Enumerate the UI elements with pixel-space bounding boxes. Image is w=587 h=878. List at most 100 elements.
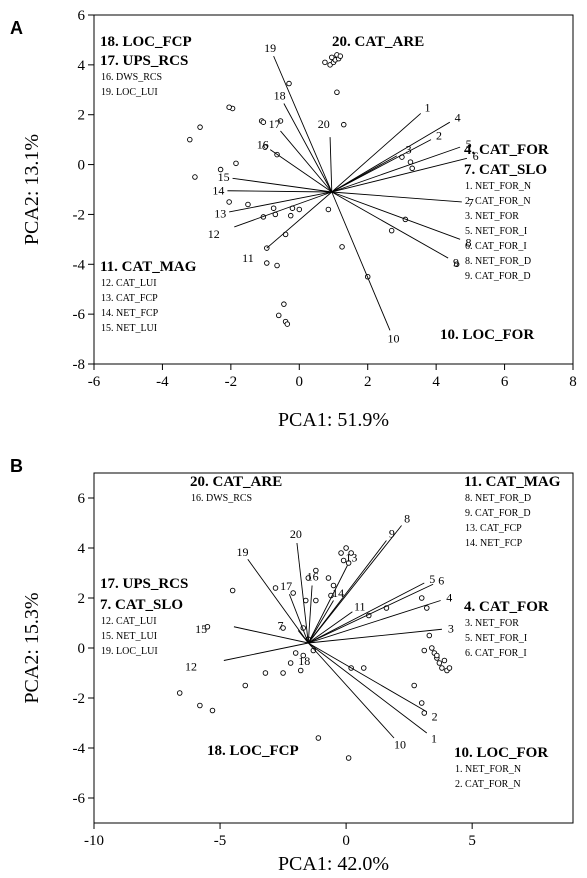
group-item: 13. CAT_FCP (101, 293, 158, 304)
panel-letter: A (10, 18, 23, 38)
y-tick-label: -4 (73, 741, 86, 757)
y-tick-label: 4 (78, 58, 86, 74)
data-point (453, 261, 460, 268)
vector-label-17: 17 (269, 117, 281, 131)
group-title: 11. CAT_MAG (464, 474, 561, 490)
data-point (274, 262, 280, 269)
data-point (226, 104, 232, 110)
x-tick-label: 0 (342, 833, 350, 849)
data-point (260, 119, 267, 125)
data-point (233, 160, 239, 167)
y-tick-label: -8 (73, 357, 86, 373)
x-axis-label: PCA1: 51.9% (278, 409, 389, 431)
group-item: 6. CAT_FOR_I (465, 241, 527, 252)
data-point (303, 597, 309, 604)
loading-vector-14 (227, 190, 332, 193)
loading-vector-19 (273, 55, 333, 193)
group-item: 3. NET_FOR (465, 211, 519, 222)
group-item: 15. NET_LUI (101, 631, 157, 642)
data-point (329, 54, 335, 61)
loading-vector-19 (247, 558, 309, 644)
loading-vector-10 (307, 642, 395, 739)
data-point (418, 595, 425, 601)
data-point (197, 702, 203, 709)
vector-label-10: 10 (394, 738, 406, 752)
loading-vector-13 (307, 565, 348, 644)
group-item: 14. NET_FCP (101, 308, 159, 319)
group-item: 19. LOC_LUI (101, 646, 158, 657)
data-point (277, 118, 284, 124)
vector-label-13: 13 (345, 550, 357, 564)
vector-label-15: 15 (218, 170, 230, 184)
loading-vector-6 (331, 157, 468, 193)
vector-label-3: 3 (406, 142, 412, 156)
vector-label-2: 2 (432, 709, 438, 723)
group-title: 11. CAT_MAG (100, 259, 197, 275)
vector-label-17: 17 (280, 579, 292, 593)
data-point (287, 212, 294, 219)
group-item: 12. CAT_LUI (101, 616, 157, 627)
loading-vector-12 (223, 642, 309, 661)
data-point (280, 670, 286, 676)
data-point (262, 144, 268, 150)
data-point (284, 321, 291, 327)
loading-vector-17 (280, 130, 333, 193)
data-point (315, 735, 322, 741)
y-tick-label: 2 (78, 591, 86, 607)
vector-label-16: 16 (307, 570, 319, 584)
data-point (424, 605, 430, 611)
data-point (426, 632, 433, 639)
data-point (209, 707, 216, 714)
data-point (287, 660, 294, 666)
vector-label-5: 5 (466, 137, 472, 151)
loading-vector-20 (329, 137, 333, 193)
vector-label-9: 9 (453, 255, 459, 269)
vector-label-8: 8 (404, 511, 410, 525)
loading-vector-7 (331, 191, 462, 203)
data-point (341, 121, 347, 128)
group-item: 13. CAT_FCP (465, 523, 522, 534)
data-point (242, 682, 249, 689)
group-item: 5. NET_FOR_I (465, 633, 527, 644)
group-title: 20. CAT_ARE (190, 474, 282, 490)
data-point (345, 560, 352, 566)
data-point (313, 597, 319, 604)
x-tick-label: -4 (156, 374, 169, 390)
group-item: 9. CAT_FOR_D (465, 271, 531, 282)
y-tick-label: -2 (73, 207, 86, 223)
data-point (330, 582, 337, 589)
vector-label-12: 12 (185, 659, 197, 673)
vector-label-11: 11 (354, 600, 366, 614)
vector-label-12: 12 (208, 227, 220, 241)
group-item: 1. NET_FOR_N (465, 181, 531, 192)
y-axis-label: PCA2: 13.1% (21, 134, 43, 245)
vector-label-19: 19 (264, 41, 276, 55)
loading-vector-20 (296, 542, 309, 644)
loading-vector-5 (331, 146, 461, 193)
loading-vector-16 (307, 585, 313, 644)
data-point (339, 244, 345, 250)
vector-label-18: 18 (298, 654, 310, 668)
vector-label-11: 11 (242, 251, 254, 265)
loading-vector-5 (308, 582, 425, 644)
data-point (229, 587, 236, 594)
loading-vector-9 (307, 540, 387, 644)
data-point (290, 590, 296, 596)
vector-label-16: 16 (257, 138, 269, 152)
loading-vector-2 (308, 642, 428, 713)
y-tick-label: 0 (78, 158, 86, 174)
vector-label-9: 9 (389, 526, 395, 540)
data-point (409, 165, 415, 172)
data-point (421, 647, 428, 654)
data-point (343, 545, 349, 551)
loading-vector-12 (234, 191, 332, 228)
vector-label-5: 5 (429, 572, 435, 586)
loading-vector-14 (307, 600, 334, 644)
data-point (418, 700, 425, 706)
panel-letter: B (10, 456, 23, 476)
y-axis-label: PCA2: 15.3% (21, 592, 43, 703)
loading-vector-1 (331, 113, 422, 193)
loading-vector-8 (331, 191, 461, 240)
loading-vector-1 (308, 642, 428, 734)
